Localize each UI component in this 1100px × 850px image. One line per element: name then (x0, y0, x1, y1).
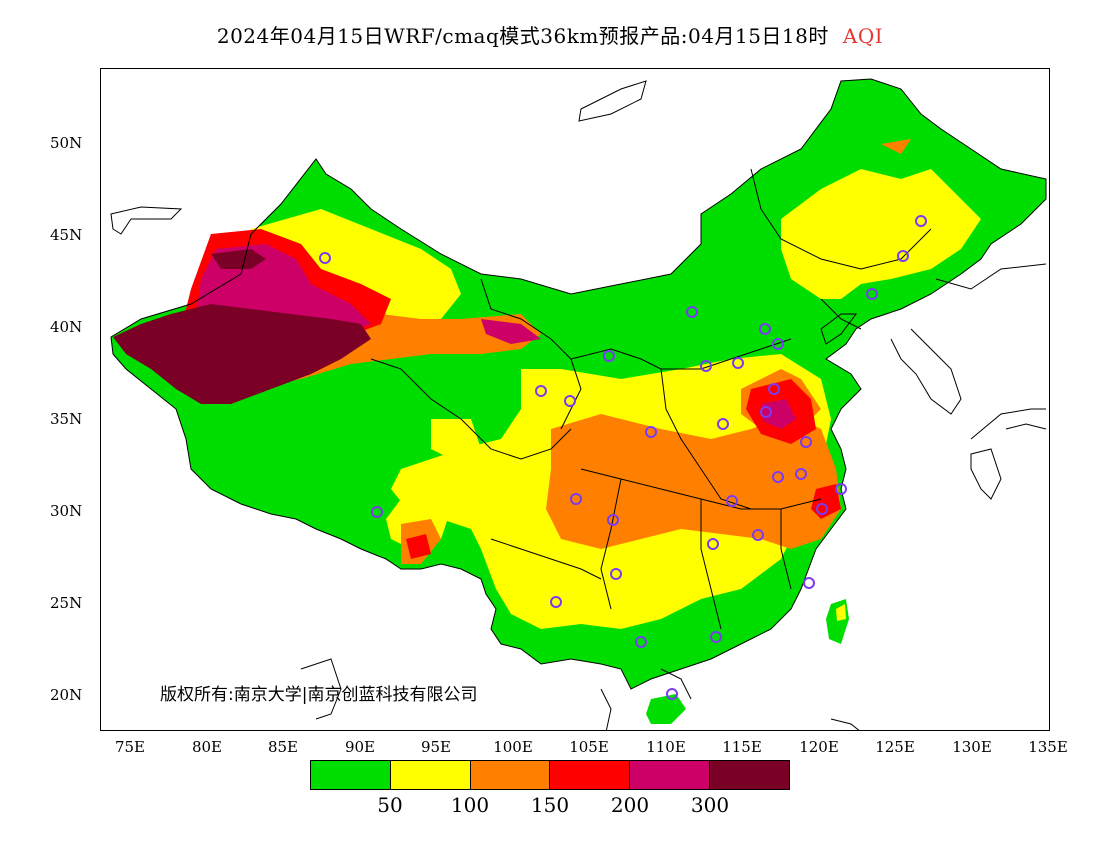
lon-label-135: 135E (1028, 738, 1068, 756)
lon-label-130: 130E (952, 738, 992, 756)
station-markers (319, 215, 927, 700)
legend-swatch-hazardous (710, 761, 789, 789)
lon-label-115: 115E (722, 738, 762, 756)
lon-label-110: 110E (646, 738, 686, 756)
region-unhealthy-coast (811, 484, 841, 519)
legend-label-100: 100 (450, 793, 490, 817)
lon-label-80: 80E (191, 738, 223, 756)
lon-label-75: 75E (114, 738, 146, 756)
legend-label-50: 50 (377, 793, 403, 817)
lon-label-120: 120E (799, 738, 839, 756)
map-frame (100, 68, 1050, 731)
borders (110, 78, 1047, 730)
region-very-unhealthy-hexi (481, 319, 541, 344)
region-sensitive-central (546, 414, 841, 549)
legend-swatch-sensitive (470, 761, 551, 789)
lat-label-25: 25N (50, 594, 83, 612)
legend-swatch-very-unhealthy (630, 761, 711, 789)
region-moderate-tibet (431, 419, 481, 459)
region-hazardous-north (211, 249, 266, 269)
region-moderate-northeast (781, 169, 981, 299)
lat-label-40: 40N (50, 318, 83, 336)
lat-label-20: 20N (50, 686, 83, 704)
legend-swatch-unhealthy (550, 761, 631, 789)
title-main: 2024年04月15日WRF/cmaq模式36km预报产品:04月15日18时 (216, 24, 829, 48)
lon-label-100: 100E (493, 738, 533, 756)
region-very-unhealthy-east (761, 399, 796, 429)
lat-label-30: 30N (50, 502, 83, 520)
region-hazardous (113, 304, 371, 404)
lon-label-95: 95E (420, 738, 452, 756)
legend-label-300: 300 (690, 793, 730, 817)
lon-label-90: 90E (344, 738, 376, 756)
taiwan (826, 599, 849, 644)
taiwan-moderate (836, 604, 846, 621)
aqi-map (110, 78, 1047, 730)
lat-label-35: 35N (50, 410, 83, 428)
legend-label-150: 150 (530, 793, 570, 817)
color-legend (310, 760, 790, 790)
lon-label-125: 125E (875, 738, 915, 756)
legend-swatch-good (311, 761, 391, 789)
map-title: 2024年04月15日WRF/cmaq模式36km预报产品:04月15日18时 A… (0, 20, 1100, 49)
lat-label-50: 50N (50, 134, 83, 152)
title-variable: AQI (842, 24, 884, 48)
legend-swatch-moderate (390, 761, 471, 789)
lon-label-105: 105E (569, 738, 609, 756)
legend-label-200: 200 (610, 793, 650, 817)
lat-label-45: 45N (50, 226, 83, 244)
region-sensitive-northeast-strip (881, 139, 911, 154)
hainan (646, 694, 686, 724)
lon-label-85: 85E (267, 738, 299, 756)
region-unhealthy-southwest (406, 534, 431, 559)
copyright-text: 版权所有:南京大学|南京创蓝科技有限公司 (160, 685, 478, 705)
